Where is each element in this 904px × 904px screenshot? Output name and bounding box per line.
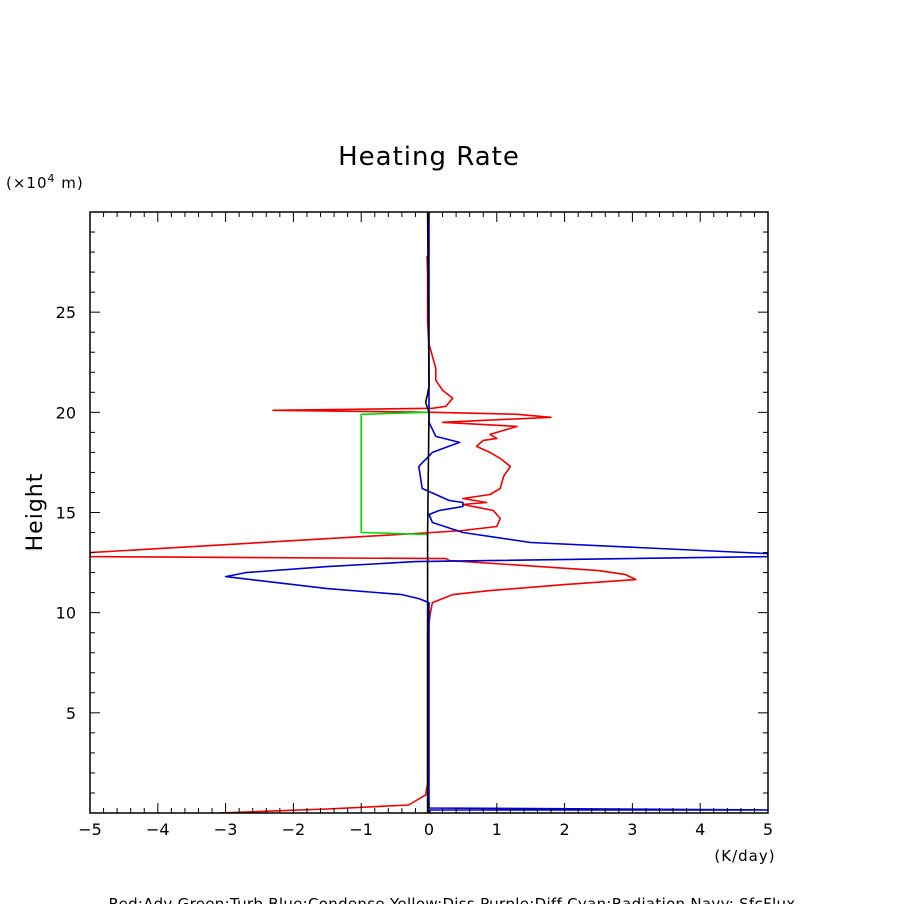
x-tick-label: 2 bbox=[560, 820, 570, 839]
tick-layer bbox=[89, 212, 769, 813]
x-tick-label: 0 bbox=[424, 820, 434, 839]
x-axis-label: (K/day) bbox=[714, 847, 775, 865]
series-line-4 bbox=[424, 212, 430, 813]
plot-frame bbox=[89, 211, 769, 814]
y-unit-suffix: m) bbox=[56, 174, 84, 192]
y-tick-label: 5 bbox=[66, 704, 76, 723]
y-tick-label: 15 bbox=[56, 504, 76, 523]
series-line-1 bbox=[90, 256, 637, 813]
series-layer bbox=[90, 212, 768, 813]
y-axis-label: Height bbox=[23, 473, 48, 552]
x-tick-label: 1 bbox=[492, 820, 502, 839]
x-tick-label: 3 bbox=[627, 820, 637, 839]
y-tick-label: 25 bbox=[56, 303, 76, 322]
x-tick-label: −4 bbox=[146, 820, 170, 839]
x-tick-label: −1 bbox=[349, 820, 373, 839]
x-tick-label: −3 bbox=[214, 820, 238, 839]
y-tick-label: 10 bbox=[56, 604, 76, 623]
y-unit-exponent: 4 bbox=[48, 172, 56, 185]
y-axis-unit: (×104 m) bbox=[6, 172, 84, 192]
y-unit-prefix: (×10 bbox=[6, 174, 48, 192]
x-tick-label: 5 bbox=[763, 820, 773, 839]
chart-title: Heating Rate bbox=[338, 142, 520, 172]
tick-label-layer: −5 −4 −3 −2 −1 0 1 2 3 4 5 5 10 15 20 25 bbox=[56, 303, 773, 839]
x-tick-label: −2 bbox=[282, 820, 306, 839]
series-line-2 bbox=[360, 411, 428, 536]
series-line-3 bbox=[224, 212, 768, 813]
x-tick-label: −5 bbox=[78, 820, 102, 839]
y-tick-label: 20 bbox=[56, 403, 76, 422]
x-tick-label: 4 bbox=[695, 820, 705, 839]
series-legend: Red:Adv Green:Turb Blue:Condense Yellow:… bbox=[109, 895, 796, 904]
